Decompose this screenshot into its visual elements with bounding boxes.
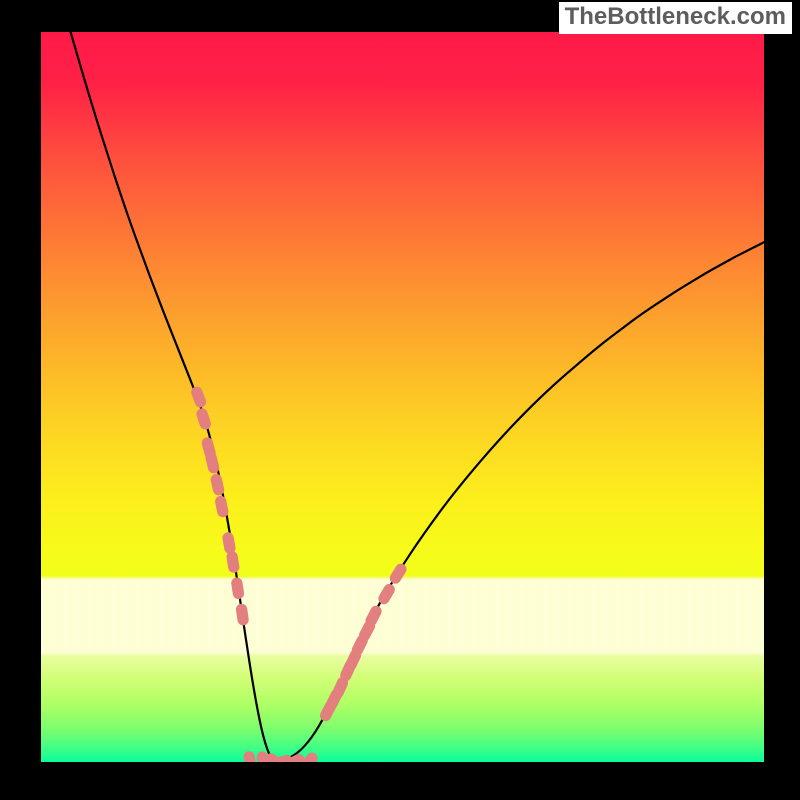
watermark-label: TheBottleneck.com: [559, 2, 792, 34]
grid-band: [41, 580, 764, 653]
chart-svg: [41, 32, 764, 762]
chart-plot-area: [41, 32, 764, 762]
